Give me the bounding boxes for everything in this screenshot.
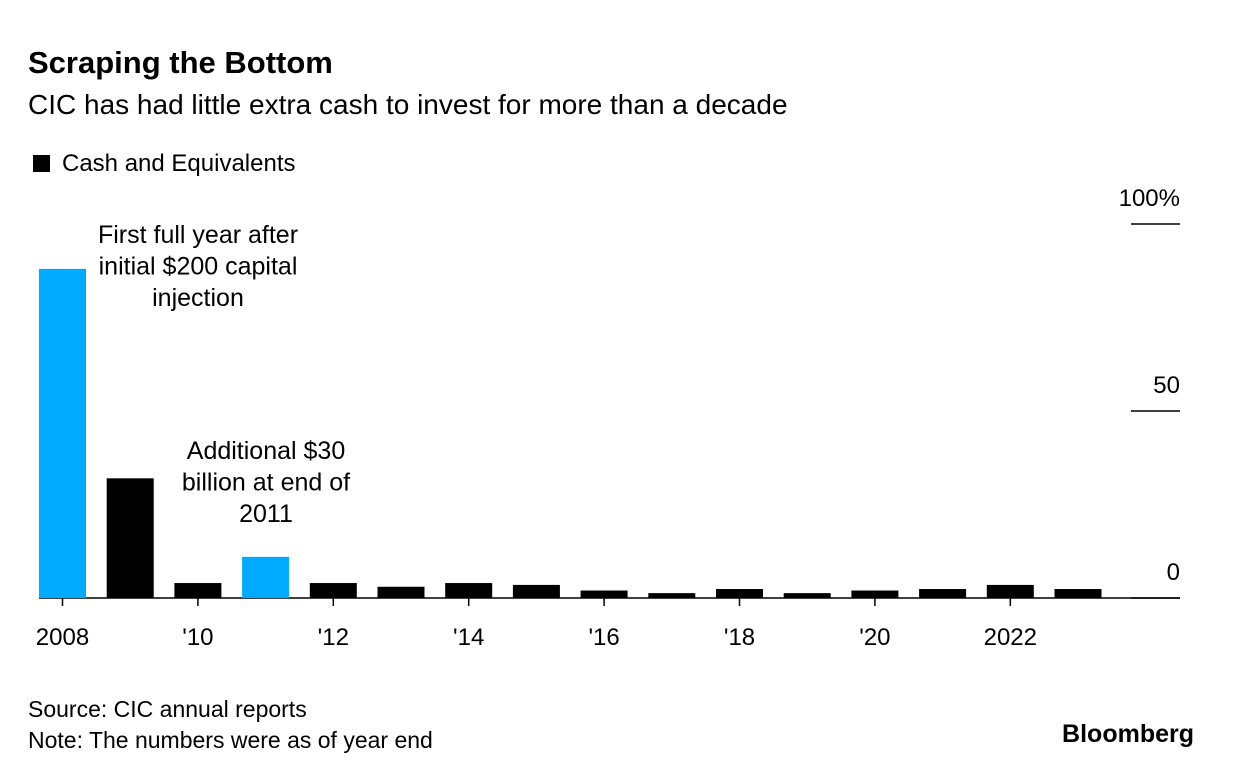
- bar: [377, 586, 425, 598]
- annotation: billion at end of: [182, 469, 350, 497]
- bar: [986, 584, 1034, 598]
- y-tick-label: 50: [1153, 372, 1180, 399]
- bar: [1054, 589, 1102, 598]
- chart-subtitle: CIC has had little extra cash to invest …: [28, 89, 788, 120]
- annotation: First full year after: [98, 221, 298, 249]
- x-tick-label: '10: [182, 624, 213, 651]
- bar: [512, 584, 560, 598]
- bar: [851, 590, 899, 598]
- bar: [648, 593, 696, 598]
- legend-label: Cash and Equivalents: [62, 150, 295, 177]
- bar: [106, 478, 154, 598]
- chart-title: Scraping the Bottom: [28, 45, 333, 80]
- x-tick-label: '12: [318, 624, 349, 651]
- annotation: injection: [152, 284, 244, 312]
- y-tick-label: 0: [1167, 559, 1180, 586]
- bar: [580, 590, 628, 598]
- y-tick-label: 100%: [1119, 185, 1180, 212]
- bar: [174, 583, 222, 598]
- bar: [39, 268, 86, 598]
- legend-swatch: [33, 155, 50, 172]
- x-tick-label: '18: [724, 624, 755, 651]
- x-tick-label: '20: [859, 624, 890, 651]
- source: Source: CIC annual reports: [28, 696, 307, 722]
- bar: [783, 593, 831, 598]
- bar: [309, 583, 357, 598]
- bar: [242, 556, 290, 598]
- x-tick-label: 2008: [36, 624, 89, 651]
- bar: [919, 589, 967, 598]
- x-tick-label: '14: [453, 624, 484, 651]
- annotation: Additional $30: [187, 437, 345, 465]
- annotation: initial $200 capital: [99, 253, 298, 281]
- x-tick-label: '16: [588, 624, 619, 651]
- x-tick-label: 2022: [984, 624, 1037, 651]
- bar: [716, 589, 763, 598]
- note: Note: The numbers were as of year end: [28, 727, 433, 753]
- annotation: 2011: [239, 500, 293, 528]
- brand: Bloomberg: [1062, 720, 1194, 748]
- bar: [445, 583, 493, 598]
